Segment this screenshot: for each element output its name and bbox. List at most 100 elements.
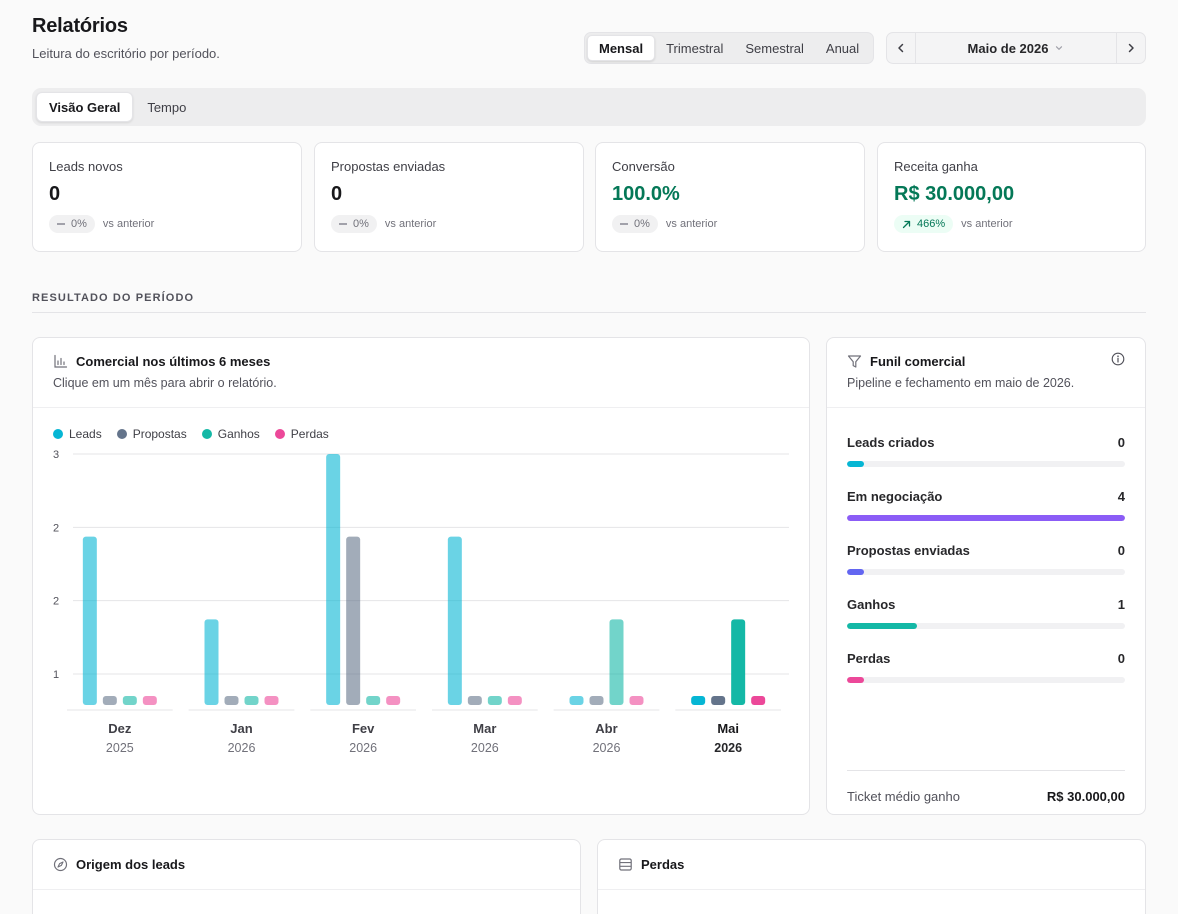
funnel-label: Ganhos — [847, 597, 896, 612]
funnel-fill — [847, 569, 864, 575]
bar-perdas-jan[interactable] — [264, 696, 279, 705]
x-tick-month[interactable]: Mar — [473, 721, 496, 736]
period-option-quarterly[interactable]: Trimestral — [666, 40, 724, 56]
funnel-fill — [847, 515, 1125, 521]
bar-propostas-abr[interactable] — [589, 696, 604, 705]
bar-leads-jan[interactable] — [204, 619, 219, 705]
dash-icon — [57, 223, 65, 225]
funnel-label: Propostas enviadas — [847, 543, 970, 558]
bar-perdas-mai[interactable] — [751, 696, 766, 705]
card-subtitle: Clique em um mês para abrir o relatório. — [53, 376, 277, 390]
bar-propostas-mar[interactable] — [467, 696, 482, 705]
period-option-monthly[interactable]: Mensal — [587, 35, 656, 61]
info-icon[interactable] — [1111, 352, 1125, 366]
kpi-value: 0 — [331, 183, 343, 205]
bar-ganhos-mai[interactable] — [731, 619, 746, 705]
bar-leads-dez[interactable] — [82, 536, 97, 705]
card-divider — [598, 889, 1145, 890]
kpi-delta: 0% — [634, 218, 650, 230]
bar-perdas-dez[interactable] — [142, 696, 157, 705]
kpi-compare: vs anterior — [961, 218, 1013, 230]
kpi-leads-card: Leads novos 0 0% vs anterior — [32, 142, 302, 252]
card-title: Funil comercial — [870, 354, 966, 369]
bar-perdas-fev[interactable] — [386, 696, 401, 705]
funnel-row-negotiation: Em negociação 4 — [847, 489, 1125, 521]
funnel-fill — [847, 677, 864, 683]
funnel-value: 1 — [1117, 597, 1125, 612]
section-label: RESULTADO DO PERÍODO — [32, 292, 195, 304]
card-title: Comercial nos últimos 6 meses — [76, 354, 271, 369]
card-divider — [33, 889, 580, 890]
bar-leads-fev[interactable] — [326, 454, 341, 705]
card-divider — [827, 407, 1145, 408]
funnel-track — [847, 461, 1125, 467]
x-tick-month[interactable]: Jan — [230, 721, 252, 736]
tab-overview[interactable]: Visão Geral — [36, 92, 134, 122]
legend-label: Propostas — [132, 427, 187, 441]
bar-propostas-mai[interactable] — [711, 696, 726, 705]
bar-propostas-fev[interactable] — [346, 536, 361, 705]
ticket-value: R$ 30.000,00 — [1046, 789, 1125, 804]
bar-ganhos-dez[interactable] — [122, 696, 137, 705]
next-month-button[interactable] — [1116, 33, 1145, 63]
legend-label: Ganhos — [217, 427, 260, 441]
kpi-delta: 466% — [917, 218, 946, 230]
funnel-card: Funil comercial Pipeline e fechamento em… — [826, 337, 1146, 815]
arrow-up-right-icon — [902, 220, 911, 228]
card-divider — [33, 407, 809, 408]
commercial-bar-chart: 3 2 2 1 Dez 2025 Jan 2026 Fev 2026 Mar 2026 Abr 2026 M… — [53, 449, 789, 755]
bar-propostas-jan[interactable] — [224, 696, 239, 705]
bar-ganhos-mar[interactable] — [487, 696, 502, 705]
card-title: Perdas — [641, 857, 685, 872]
dash-icon — [339, 223, 347, 225]
table-icon — [619, 858, 632, 871]
y-tick-label: 1 — [53, 669, 59, 681]
legend-item-leads: Leads — [53, 427, 102, 441]
funnel-row-proposals: Propostas enviadas 0 — [847, 543, 1125, 575]
tab-time[interactable]: Tempo — [147, 99, 187, 115]
bar-propostas-dez[interactable] — [102, 696, 117, 705]
bar-perdas-mar[interactable] — [507, 696, 522, 705]
bar-ganhos-abr[interactable] — [609, 619, 624, 705]
legend-dot — [274, 429, 285, 439]
period-option-annual[interactable]: Anual — [825, 40, 860, 56]
funnel-value: 4 — [1117, 489, 1125, 504]
x-tick-month[interactable]: Dez — [108, 721, 132, 736]
card-subtitle: Pipeline e fechamento em maio de 2026. — [847, 376, 1075, 390]
month-navigator: Maio de 2026 — [886, 32, 1146, 64]
bar-leads-mar[interactable] — [447, 536, 462, 705]
x-tick-month[interactable]: Abr — [595, 721, 617, 736]
ticket-average: Ticket médio ganho R$ 30.000,00 — [847, 770, 1125, 804]
kpi-compare: vs anterior — [102, 218, 155, 230]
legend-item-wins: Ganhos — [201, 427, 260, 441]
x-tick-month[interactable]: Fev — [352, 721, 375, 736]
funnel-track — [847, 569, 1125, 575]
section-divider — [32, 312, 1146, 313]
bar-ganhos-jan[interactable] — [244, 696, 259, 705]
period-option-semester[interactable]: Semestral — [745, 40, 804, 56]
period-selector: Mensal Trimestral Semestral Anual — [584, 32, 874, 64]
kpi-value: R$ 30.000,00 — [894, 183, 1015, 205]
y-tick-label: 3 — [53, 449, 59, 461]
chevron-left-icon — [898, 43, 904, 53]
dash-icon — [620, 223, 628, 225]
legend-dot — [116, 429, 127, 439]
month-picker[interactable]: Maio de 2026 — [916, 41, 1116, 56]
month-label: Maio de 2026 — [967, 40, 1049, 56]
bar-leads-abr[interactable] — [569, 696, 584, 705]
kpi-conversion-card: Conversão 100.0% 0% vs anterior — [595, 142, 865, 252]
legend-label: Leads — [69, 427, 102, 441]
prev-month-button[interactable] — [887, 33, 916, 63]
legend-dot — [201, 429, 212, 439]
chevron-right-icon — [1128, 43, 1134, 53]
funnel-track — [847, 515, 1125, 521]
x-tick-month[interactable]: Mai — [717, 721, 739, 736]
bar-leads-mai[interactable] — [691, 696, 706, 705]
y-tick-label: 2 — [53, 596, 59, 608]
bar-ganhos-fev[interactable] — [366, 696, 381, 705]
kpi-delta: 0% — [71, 218, 87, 230]
bar-perdas-abr[interactable] — [629, 696, 644, 705]
x-tick-year: 2026 — [349, 741, 377, 755]
funnel-track — [847, 677, 1125, 683]
kpi-delta-badge: 0% — [612, 215, 658, 233]
